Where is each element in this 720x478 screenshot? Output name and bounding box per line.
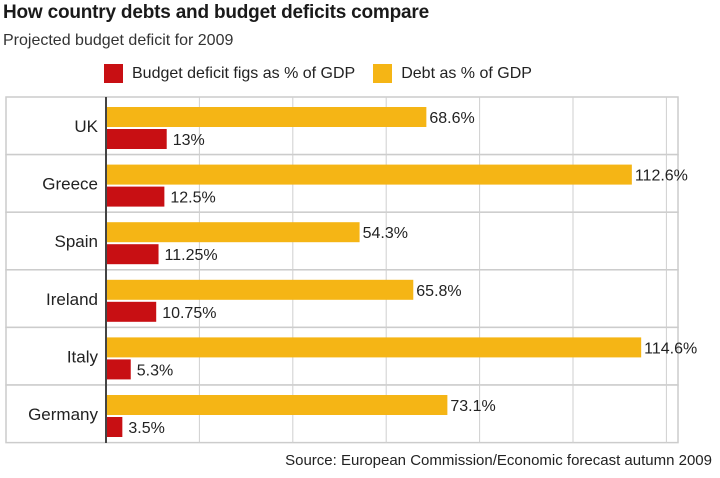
category-label: Ireland bbox=[46, 290, 98, 309]
deficit-value-label: 5.3% bbox=[137, 362, 173, 379]
debt-value-label: 54.3% bbox=[363, 225, 408, 242]
deficit-value-label: 3.5% bbox=[128, 420, 164, 437]
source-note: Source: European Commission/Economic for… bbox=[285, 452, 712, 469]
legend-item-debt: Debt as % of GDP bbox=[373, 64, 532, 83]
deficit-value-label: 11.25% bbox=[165, 247, 218, 264]
legend-label-debt: Debt as % of GDP bbox=[401, 64, 532, 82]
debt-bar bbox=[106, 337, 642, 358]
legend-swatch-deficit bbox=[104, 64, 123, 83]
debt-value-label: 68.6% bbox=[429, 110, 474, 127]
debt-value-label: 73.1% bbox=[450, 398, 495, 415]
category-label: Italy bbox=[67, 347, 99, 366]
debt-bar bbox=[106, 164, 632, 185]
debt-bar bbox=[106, 107, 427, 127]
legend: Budget deficit figs as % of GDP Debt as … bbox=[104, 64, 532, 83]
category-label: Germany bbox=[28, 405, 98, 424]
deficit-bar bbox=[106, 301, 157, 322]
legend-swatch-debt bbox=[373, 64, 393, 83]
legend-label-deficit: Budget deficit figs as % of GDP bbox=[132, 64, 356, 82]
debt-bar bbox=[106, 222, 360, 243]
deficit-bar bbox=[106, 359, 131, 380]
legend-item-deficit: Budget deficit figs as % of GDP bbox=[104, 64, 355, 83]
chart-title: How country debts and budget deficits co… bbox=[3, 2, 429, 23]
category-label: Spain bbox=[55, 232, 98, 251]
deficit-value-label: 13% bbox=[173, 132, 205, 149]
debt-value-label: 65.8% bbox=[416, 283, 461, 300]
debt-bar bbox=[106, 395, 448, 415]
deficit-bar bbox=[106, 129, 167, 149]
debt-value-label: 114.6% bbox=[644, 340, 697, 357]
deficit-value-label: 12.5% bbox=[170, 190, 215, 207]
category-label: UK bbox=[74, 117, 98, 136]
deficit-value-label: 10.75% bbox=[162, 305, 216, 322]
chart-subtitle: Projected budget deficit for 2009 bbox=[3, 32, 234, 49]
debt-value-label: 112.6% bbox=[635, 168, 688, 185]
deficit-bar bbox=[106, 186, 165, 207]
deficit-bar bbox=[106, 244, 159, 265]
category-label: Greece bbox=[42, 175, 98, 194]
debt-bar bbox=[106, 279, 414, 300]
deficit-bar bbox=[106, 417, 123, 437]
